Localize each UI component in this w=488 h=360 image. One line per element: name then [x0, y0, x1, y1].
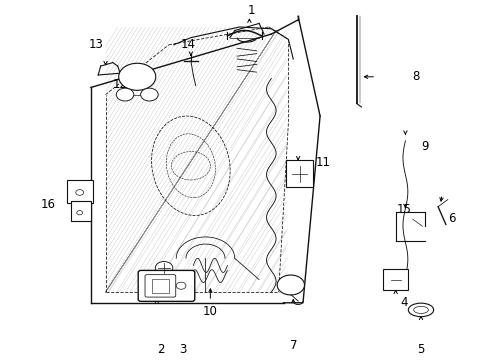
Circle shape — [116, 88, 134, 101]
FancyBboxPatch shape — [138, 270, 194, 301]
Text: 10: 10 — [203, 305, 217, 318]
FancyBboxPatch shape — [145, 275, 175, 297]
Circle shape — [141, 88, 158, 101]
Text: 16: 16 — [40, 198, 55, 211]
Text: 8: 8 — [412, 70, 419, 83]
FancyBboxPatch shape — [285, 161, 312, 187]
Text: 1: 1 — [247, 4, 255, 17]
Ellipse shape — [407, 303, 433, 317]
Circle shape — [176, 282, 185, 289]
Text: 13: 13 — [88, 38, 103, 51]
Text: 6: 6 — [447, 212, 454, 225]
Circle shape — [277, 275, 304, 295]
Text: 9: 9 — [420, 140, 427, 153]
FancyBboxPatch shape — [66, 180, 93, 203]
Text: 3: 3 — [179, 343, 186, 356]
Text: 2: 2 — [157, 343, 164, 356]
Text: 12: 12 — [112, 78, 127, 91]
Text: 11: 11 — [315, 156, 329, 170]
Circle shape — [119, 63, 156, 90]
Circle shape — [155, 261, 172, 274]
Text: 5: 5 — [416, 343, 424, 356]
Text: 7: 7 — [289, 339, 296, 352]
Text: 15: 15 — [396, 203, 410, 216]
FancyBboxPatch shape — [71, 201, 91, 221]
FancyBboxPatch shape — [383, 269, 407, 290]
Text: 14: 14 — [181, 38, 196, 51]
Text: 4: 4 — [400, 296, 407, 309]
Text: 17: 17 — [155, 276, 170, 289]
